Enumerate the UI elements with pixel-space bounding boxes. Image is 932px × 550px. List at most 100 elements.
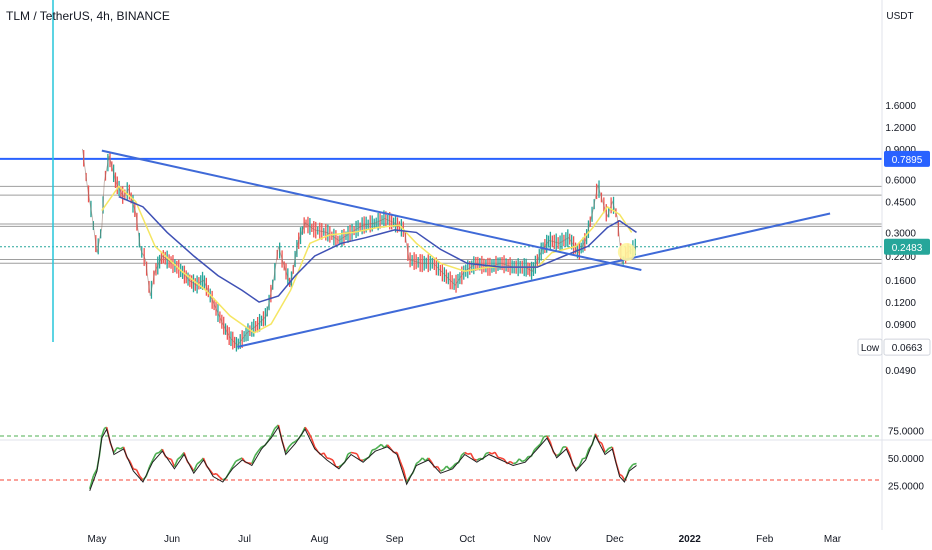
rsi-segment: [215, 473, 221, 478]
rsi-segment: [449, 466, 454, 470]
time-tick-label: Dec: [606, 534, 624, 545]
rsi-segment: [452, 463, 457, 468]
rsi-segment: [151, 453, 157, 461]
rsi-segment: [231, 460, 237, 468]
rsi-segment: [628, 463, 634, 470]
rsi-signal-line: [89, 425, 637, 491]
rsi-segment: [291, 440, 296, 444]
rsi-segment: [461, 451, 466, 456]
rsi-segment: [129, 461, 135, 470]
trend-lines[interactable]: [101, 149, 831, 348]
rsi-segment: [584, 448, 590, 459]
rsi-segment: [402, 469, 408, 483]
ascending-trend-line[interactable]: [237, 212, 831, 348]
time-tick-label: Nov: [533, 534, 551, 545]
rsi-segment: [353, 452, 358, 455]
low-label-bg: [857, 338, 883, 356]
rsi-segment: [304, 426, 309, 433]
rsi-segment: [421, 457, 426, 462]
rsi-segment: [362, 458, 367, 461]
rsi-segment: [556, 452, 561, 457]
rsi-segment: [189, 465, 195, 472]
rsi-tick-label: 50.0000: [888, 454, 925, 465]
rsi-segment: [307, 431, 313, 439]
rsi-segment: [88, 475, 95, 490]
resistance-price-tag-bg: [884, 150, 930, 167]
rsi-segment: [377, 443, 382, 448]
rsi-segment: [196, 460, 201, 465]
rsi-segment: [329, 457, 334, 461]
rsi-segment: [323, 452, 328, 459]
price-tick-label: 0.1600: [885, 276, 916, 287]
price-tick-label: 0.0900: [885, 320, 916, 331]
time-tick-label: Aug: [311, 534, 329, 545]
rsi-tick-label: 25.0000: [888, 482, 925, 493]
rsi-tick-label: 75.0000: [888, 427, 925, 438]
time-tick-label: 2022: [679, 534, 702, 545]
rsi-segment: [168, 457, 172, 461]
rsi-segment: [288, 442, 293, 448]
last-price-tag-bg: [884, 238, 930, 255]
rsi-segment: [467, 452, 471, 455]
rsi-segment: [133, 468, 137, 471]
rsi-segment: [476, 457, 481, 461]
rsi-segment: [521, 459, 526, 463]
rsi-segment: [371, 448, 376, 451]
rsi-segment: [113, 447, 118, 453]
rsi-segment: [500, 457, 505, 460]
rsi-segment: [601, 443, 606, 453]
rsi-pane: [0, 424, 932, 491]
rsi-segment: [235, 458, 240, 463]
rsi-segment: [101, 428, 106, 437]
rsi-segment: [446, 465, 451, 470]
rsi-segment: [92, 468, 98, 477]
rsi-segment: [509, 460, 514, 465]
descending-trend-line[interactable]: [101, 149, 642, 271]
rsi-segment: [212, 472, 217, 476]
price-tick-label: 0.2200: [885, 252, 916, 263]
price-tick-label: 1.2000: [885, 123, 916, 134]
last-price-tag: 0.2483: [892, 243, 923, 254]
rsi-segment: [512, 462, 517, 465]
rsi-segment: [470, 453, 475, 460]
rsi-segment: [254, 450, 259, 457]
rsi-segment: [148, 459, 154, 468]
rsi-segment: [374, 446, 379, 450]
low-label: Low: [861, 343, 880, 354]
rsi-segment: [473, 458, 478, 461]
ma-slow-line: [118, 196, 637, 303]
price-series: [82, 148, 637, 352]
rsi-segment: [399, 461, 405, 470]
rsi-segment: [565, 446, 571, 454]
rsi-segment: [219, 476, 224, 481]
time-tick-label: Oct: [459, 534, 475, 545]
ma-fast-line: [101, 185, 633, 334]
price-tick-label: 0.0490: [885, 366, 916, 377]
rsi-segment: [270, 427, 276, 437]
rsi-segment: [546, 435, 551, 443]
rsi-segment: [228, 466, 234, 473]
time-tick-label: Feb: [756, 534, 774, 545]
rsi-segment: [155, 451, 160, 455]
rsi-segment: [347, 451, 352, 455]
rsi-segment: [536, 443, 542, 448]
axes: 1.6000 1.2000 0.9000 0.6000 0.4500 0.3000 0.22…: [88, 0, 931, 545]
rsi-segment: [285, 446, 290, 453]
rsi-segment: [632, 462, 637, 466]
rsi-segment: [533, 446, 538, 451]
rsi-segment: [559, 446, 564, 454]
rsi-segment: [326, 457, 331, 460]
rsi-segment: [543, 435, 548, 438]
rsi-segment: [238, 457, 243, 461]
moving-averages: [101, 185, 637, 334]
rsi-segment: [386, 444, 392, 449]
resistance-price-tag: 0.7895: [892, 155, 923, 166]
currency-label: USDT: [886, 11, 913, 22]
price-tick-label: 0.4500: [885, 198, 916, 209]
rsi-segment: [310, 438, 316, 448]
rsi-segment: [539, 436, 545, 445]
rsi-segment: [436, 466, 442, 472]
rsi-segment: [405, 476, 411, 483]
low-value: 0.0663: [892, 343, 923, 354]
